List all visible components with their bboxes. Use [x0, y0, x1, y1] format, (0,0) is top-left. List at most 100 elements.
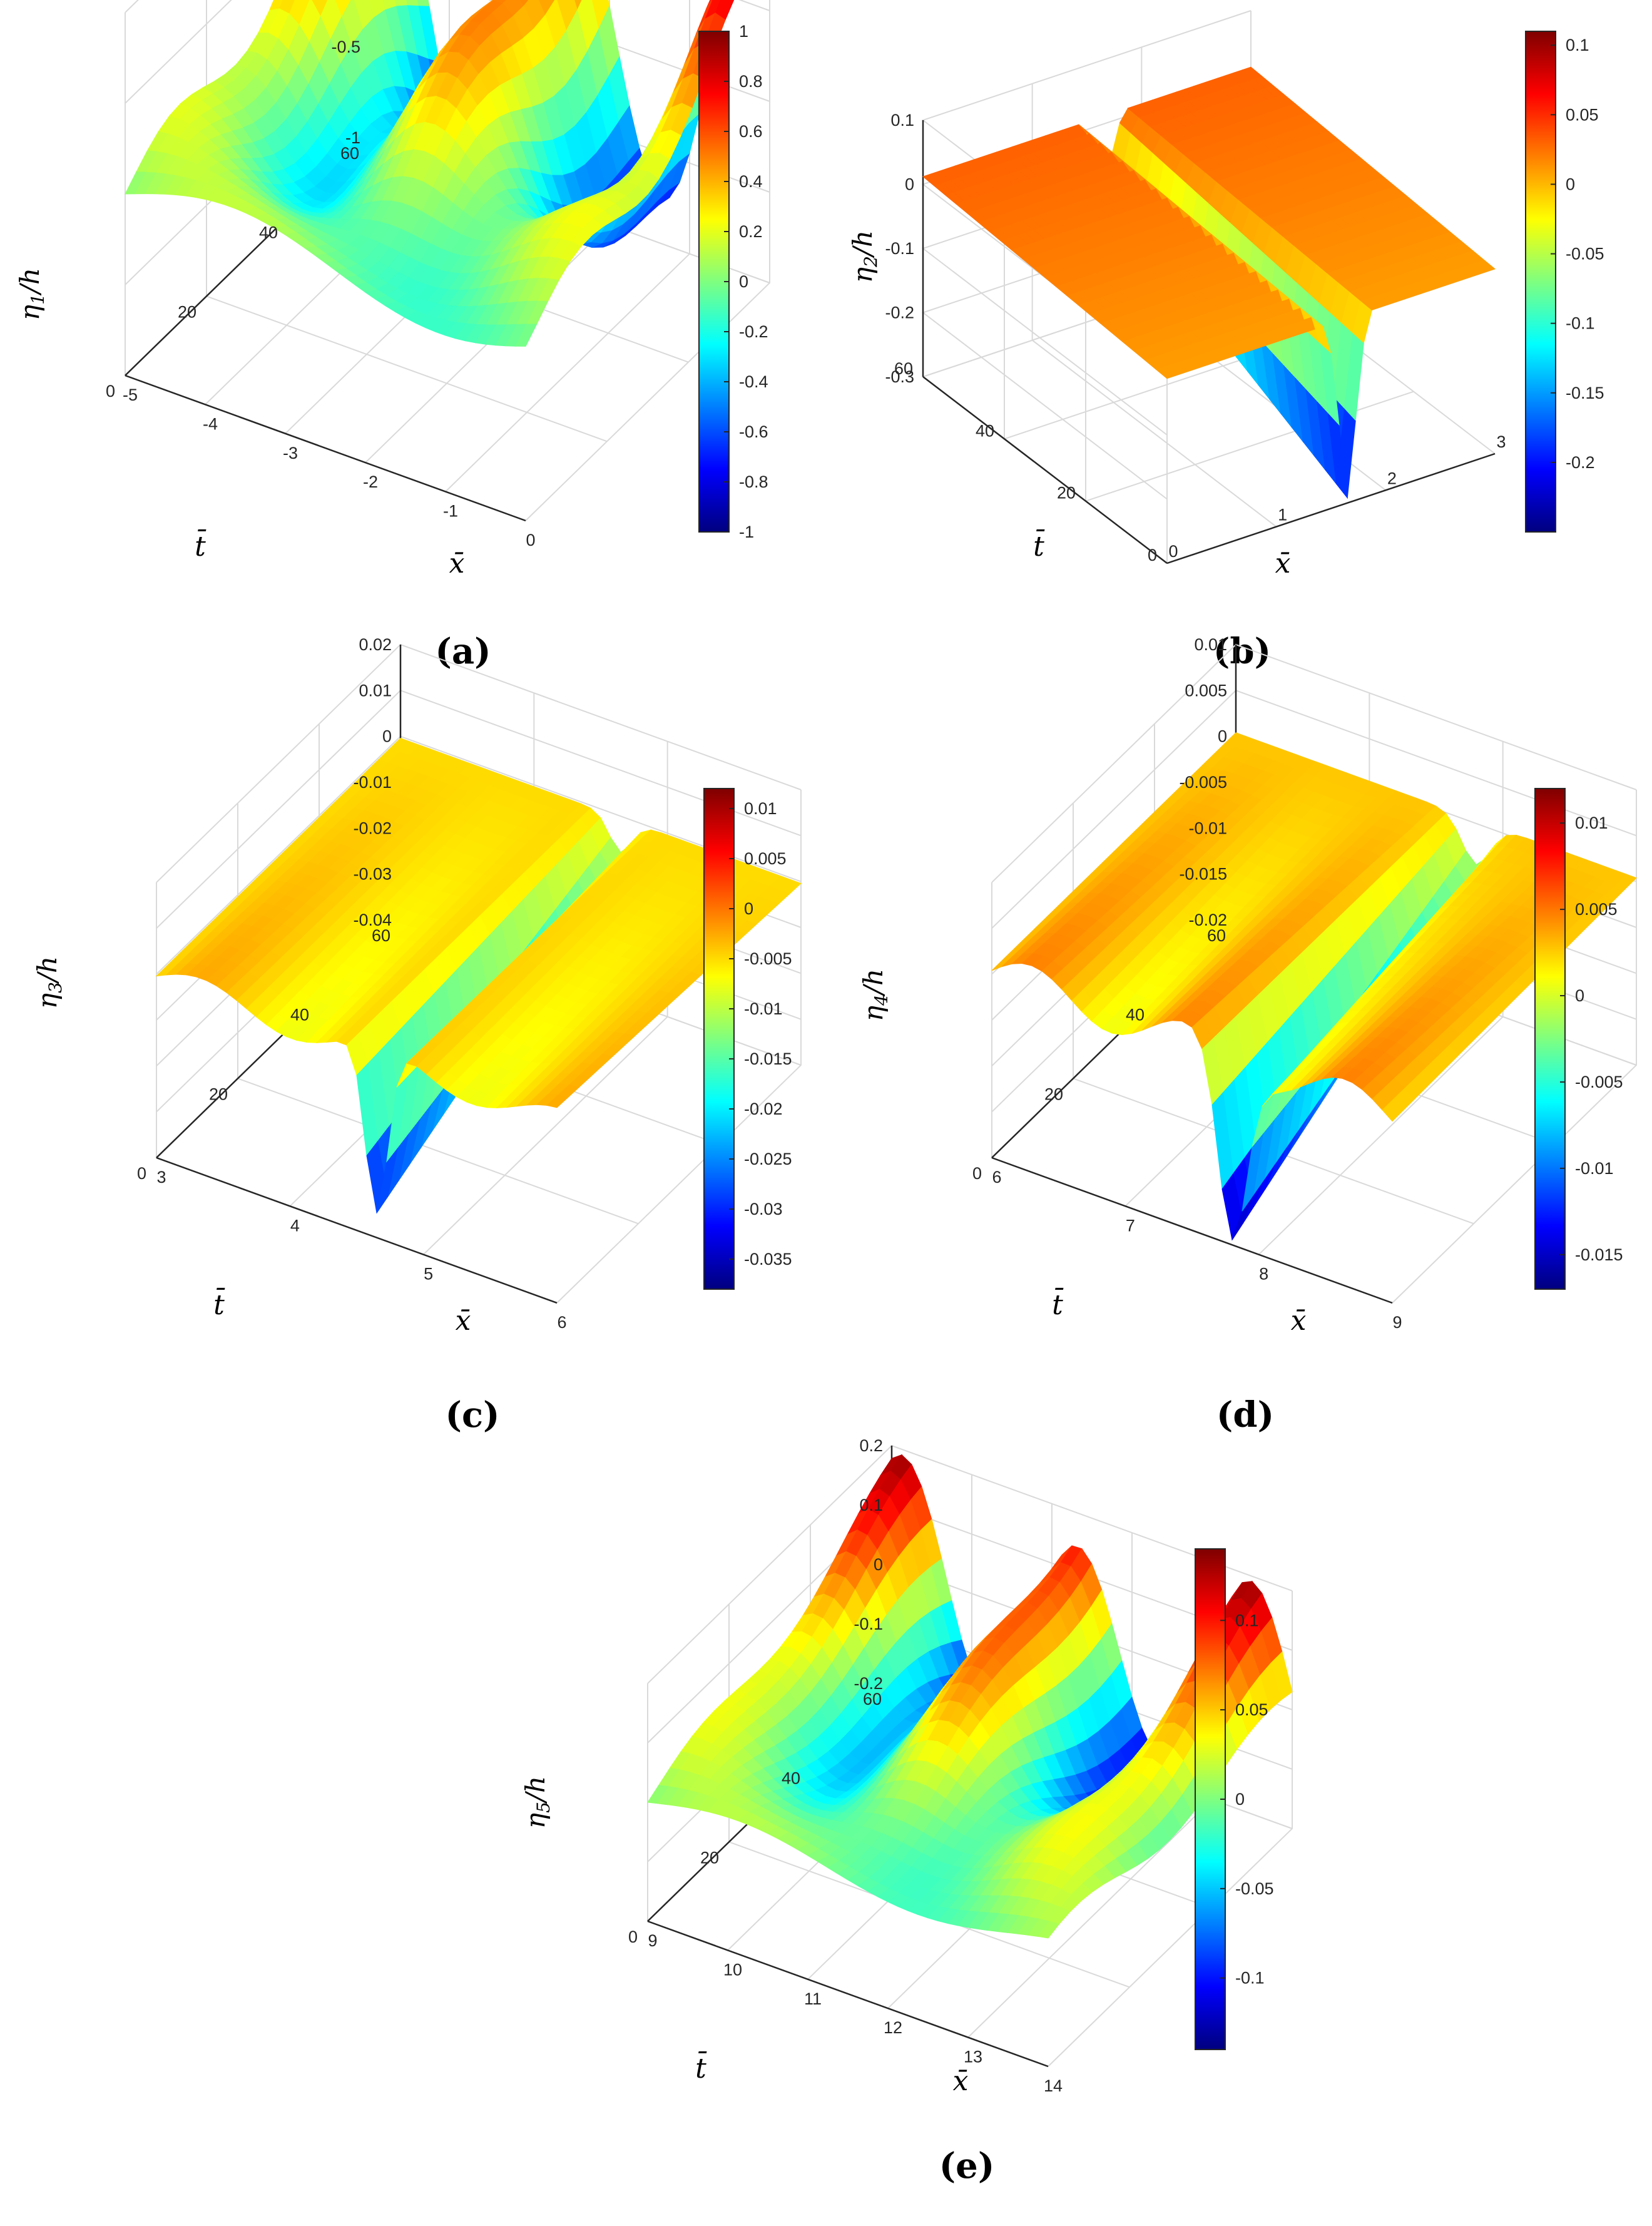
colorbar-tick-label: 0.6: [739, 122, 763, 141]
x-axis-label: x̄: [1275, 548, 1291, 579]
colorbar: [1525, 31, 1556, 533]
x-tick-label: 3: [1496, 432, 1506, 451]
panel-caption: (b): [1213, 631, 1271, 672]
z-tick-label: -0.1: [885, 239, 914, 258]
surface-plot: [125, 0, 735, 347]
x-axis-line: [1166, 452, 1496, 564]
z-tick-label: -0.03: [353, 865, 392, 884]
x-tick-label: 9: [1392, 1313, 1402, 1332]
x-axis-line: [125, 374, 526, 522]
grid-line: [125, 0, 139, 13]
z-axis-label: η3/h: [32, 956, 66, 1009]
t-axis-label: t̄: [695, 2050, 706, 2085]
z-tick-label: -0.01: [353, 773, 392, 792]
x-tick-label: 2: [1387, 469, 1397, 488]
t-tick-label: 0: [972, 1164, 982, 1183]
colorbar-tick-label: -0.03: [744, 1200, 783, 1218]
z-tick-label: -0.015: [1179, 865, 1227, 884]
t-axis-label: t̄: [1052, 1287, 1063, 1321]
z-tick-label: 0.02: [359, 635, 392, 654]
z-tick-label: 0: [874, 1555, 883, 1574]
colorbar-tick-label: 0: [1235, 1790, 1245, 1809]
x-axis-label: x̄: [449, 548, 465, 579]
z-tick-label: 0.1: [890, 111, 914, 130]
x-tick-label: 4: [290, 1216, 300, 1235]
t-axis-label: t̄: [213, 1287, 225, 1321]
colorbar-tick-label: 0.005: [1575, 900, 1618, 919]
t-tick-label: 60: [340, 144, 359, 163]
t-tick-label: 20: [1057, 484, 1076, 503]
x-tick-label: 3: [156, 1168, 166, 1187]
x-axis-line: [156, 1156, 558, 1304]
panel-caption: (c): [445, 1394, 499, 1436]
t-tick-label: 0: [137, 1164, 146, 1183]
t-tick-label: 20: [700, 1848, 719, 1867]
x-tick-label: 0: [1168, 542, 1178, 561]
t-tick-label: 40: [290, 1006, 309, 1024]
colorbar-tick-label: 1: [739, 22, 748, 41]
t-tick-label: 20: [178, 302, 196, 321]
x-tick-label: 10: [723, 1960, 742, 1979]
t-tick-label: 60: [894, 359, 913, 378]
panel-e: 0.20.10-0.1-0.2910111213146040200η5/hx̄t…: [520, 1436, 1293, 2187]
x-tick-label: 6: [557, 1313, 566, 1332]
colorbar-tick-label: 0.1: [1566, 36, 1589, 54]
colorbar-tick-label: -0.4: [739, 372, 768, 391]
panel-caption: (e): [939, 2145, 995, 2187]
z-tick-label: -0.005: [1179, 773, 1227, 792]
colorbar-tick-label: -0.005: [1575, 1073, 1623, 1091]
colorbar-tick-label: 0.05: [1235, 1700, 1268, 1719]
x-tick-label: 8: [1259, 1265, 1268, 1284]
surface-plot: [991, 732, 1637, 1241]
colorbar-tick-label: 0.2: [739, 222, 763, 241]
colorbar-tick-label: 0: [1575, 986, 1584, 1005]
x-axis-line: [647, 1920, 1049, 2068]
colorbar-tick-label: 0.01: [1575, 814, 1608, 832]
x-axis-label: x̄: [953, 2065, 969, 2097]
colorbar-tick-label: -0.015: [744, 1049, 792, 1068]
z-tick-label: 0: [1218, 727, 1227, 746]
t-tick-label: 60: [1207, 926, 1226, 945]
colorbar-tick-label: -0.2: [1566, 453, 1595, 472]
panel-c: 0.020.010-0.01-0.02-0.03-0.0434566040200…: [32, 635, 802, 1436]
colorbar-tick-label: 0: [739, 272, 748, 291]
z-axis-label: η4/h: [858, 969, 892, 1021]
z-tick-label: -0.5: [331, 38, 360, 56]
x-tick-label: -2: [363, 472, 378, 491]
t-tick-label: 40: [782, 1769, 800, 1788]
colorbar-tick-label: -0.1: [1566, 314, 1595, 333]
t-tick-label: 20: [209, 1085, 228, 1103]
surface-patch: [1475, 259, 1496, 272]
colorbar-tick-label: 0: [1566, 175, 1575, 193]
t-axis-label: t̄: [195, 528, 206, 563]
z-tick-label: -1: [345, 128, 360, 147]
colorbar-tick-label: -0.01: [744, 999, 783, 1018]
x-tick-label: -4: [203, 414, 218, 433]
surface-plot: [922, 66, 1496, 499]
colorbar-tick-label: -0.8: [739, 472, 768, 491]
z-tick-label: -0.01: [1188, 819, 1227, 837]
colorbar-tick-label: 0: [744, 899, 753, 918]
z-tick-label: 0.01: [359, 681, 392, 700]
t-tick-label: 60: [863, 1690, 882, 1708]
colorbar-tick-label: -0.015: [1575, 1245, 1623, 1264]
z-tick-label: -0.02: [353, 819, 392, 837]
z-tick-label: -0.04: [353, 911, 392, 929]
z-tick-label: -0.2: [885, 304, 914, 322]
t-tick-label: 20: [1044, 1085, 1063, 1103]
t-tick-label: 0: [1148, 546, 1157, 564]
z-tick-label: 0: [382, 727, 392, 746]
t-axis-line: [922, 376, 1168, 564]
panel-b: 0.10-0.1-0.2-0.301236040200η2/hx̄t̄0.10.…: [847, 10, 1604, 672]
colorbar: [1534, 788, 1566, 1290]
x-tick-label: -5: [123, 385, 138, 404]
colorbar-tick-label: -0.05: [1566, 245, 1604, 263]
x-tick-label: 6: [992, 1168, 1001, 1187]
x-tick-label: 11: [804, 1989, 822, 2008]
t-tick-label: 0: [628, 1927, 638, 1946]
t-tick-label: 40: [1126, 1006, 1145, 1024]
x-tick-label: -1: [443, 502, 458, 521]
colorbar-tick-label: 0.05: [1566, 105, 1599, 124]
z-tick-label: 0: [905, 175, 914, 194]
colorbar-tick-label: -0.005: [744, 949, 792, 968]
